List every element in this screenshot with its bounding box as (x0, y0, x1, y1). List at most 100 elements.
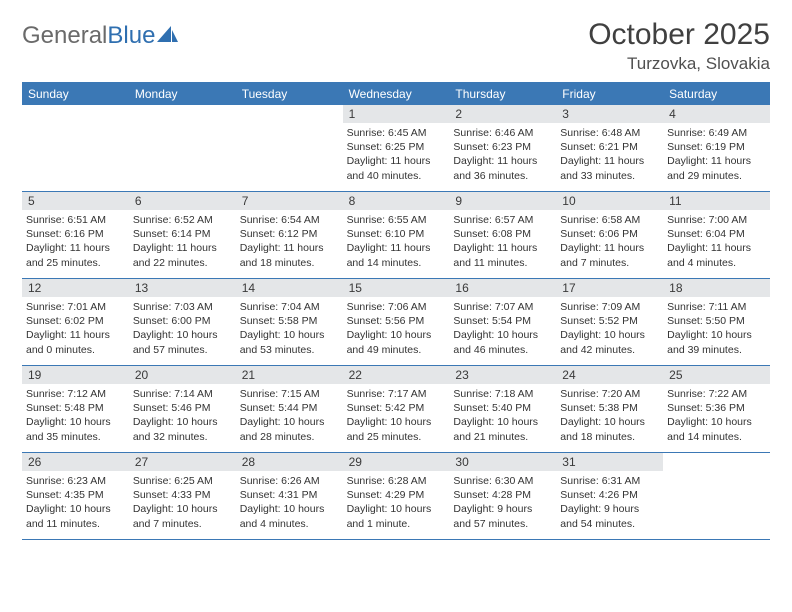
day-info: Sunrise: 7:20 AMSunset: 5:38 PMDaylight:… (560, 387, 659, 444)
calendar-day: 1Sunrise: 6:45 AMSunset: 6:25 PMDaylight… (343, 105, 450, 191)
day-number: 5 (22, 192, 129, 210)
daylight-text: Daylight: 10 hours and 49 minutes. (347, 328, 446, 356)
sunset-text: Sunset: 4:33 PM (133, 488, 232, 502)
day-info: Sunrise: 6:49 AMSunset: 6:19 PMDaylight:… (667, 126, 766, 183)
location: Turzovka, Slovakia (588, 54, 770, 74)
day-info: Sunrise: 6:54 AMSunset: 6:12 PMDaylight:… (240, 213, 339, 270)
day-number: 12 (22, 279, 129, 297)
sunrise-text: Sunrise: 7:18 AM (453, 387, 552, 401)
sunrise-text: Sunrise: 7:06 AM (347, 300, 446, 314)
sunrise-text: Sunrise: 7:11 AM (667, 300, 766, 314)
calendar: Sunday Monday Tuesday Wednesday Thursday… (22, 82, 770, 540)
day-number: 13 (129, 279, 236, 297)
calendar-day: . (236, 105, 343, 191)
calendar-day: 18 Sunrise: 7:11 AMSunset: 5:50 PMDayligh… (663, 279, 770, 365)
calendar-week: ...1Sunrise: 6:45 AMSunset: 6:25 PMDayli… (22, 105, 770, 192)
sunrise-text: Sunrise: 6:57 AM (453, 213, 552, 227)
calendar-day: . (663, 453, 770, 539)
daylight-text: Daylight: 11 hours and 25 minutes. (26, 241, 125, 269)
calendar-day: 27 Sunrise: 6:25 AMSunset: 4:33 PMDayligh… (129, 453, 236, 539)
weekday-header: Friday (556, 84, 663, 105)
daylight-text: Daylight: 11 hours and 7 minutes. (560, 241, 659, 269)
sunrise-text: Sunrise: 6:23 AM (26, 474, 125, 488)
sunset-text: Sunset: 5:44 PM (240, 401, 339, 415)
daylight-text: Daylight: 10 hours and 14 minutes. (667, 415, 766, 443)
day-number: 6 (129, 192, 236, 210)
weekday-header: Thursday (449, 84, 556, 105)
weekday-header: Tuesday (236, 84, 343, 105)
daylight-text: Daylight: 11 hours and 22 minutes. (133, 241, 232, 269)
sunrise-text: Sunrise: 6:25 AM (133, 474, 232, 488)
calendar-day: 17 Sunrise: 7:09 AMSunset: 5:52 PMDayligh… (556, 279, 663, 365)
sunrise-text: Sunrise: 6:46 AM (453, 126, 552, 140)
day-info: Sunrise: 7:07 AMSunset: 5:54 PMDaylight:… (453, 300, 552, 357)
sunrise-text: Sunrise: 7:01 AM (26, 300, 125, 314)
day-number: 17 (556, 279, 663, 297)
day-number: 9 (449, 192, 556, 210)
day-number: 14 (236, 279, 343, 297)
calendar-day: . (22, 105, 129, 191)
daylight-text: Daylight: 11 hours and 4 minutes. (667, 241, 766, 269)
sunset-text: Sunset: 4:28 PM (453, 488, 552, 502)
day-number: 29 (343, 453, 450, 471)
daylight-text: Daylight: 11 hours and 36 minutes. (453, 154, 552, 182)
daylight-text: Daylight: 11 hours and 11 minutes. (453, 241, 552, 269)
day-info: Sunrise: 7:14 AMSunset: 5:46 PMDaylight:… (133, 387, 232, 444)
sunset-text: Sunset: 6:10 PM (347, 227, 446, 241)
calendar-day: 31Sunrise: 6:31 AMSunset: 4:26 PMDayligh… (556, 453, 663, 539)
calendar-page: GeneralBlue October 2025 Turzovka, Slova… (0, 0, 792, 540)
day-number: 3 (556, 105, 663, 123)
day-info: Sunrise: 6:25 AMSunset: 4:33 PMDaylight:… (133, 474, 232, 531)
daylight-text: Daylight: 10 hours and 21 minutes. (453, 415, 552, 443)
day-number: 18 (663, 279, 770, 297)
daylight-text: Daylight: 10 hours and 42 minutes. (560, 328, 659, 356)
day-info: Sunrise: 6:55 AMSunset: 6:10 PMDaylight:… (347, 213, 446, 270)
daylight-text: Daylight: 11 hours and 14 minutes. (347, 241, 446, 269)
day-info: Sunrise: 6:57 AMSunset: 6:08 PMDaylight:… (453, 213, 552, 270)
weekday-header-row: Sunday Monday Tuesday Wednesday Thursday… (22, 84, 770, 105)
day-info: Sunrise: 6:51 AMSunset: 6:16 PMDaylight:… (26, 213, 125, 270)
day-info: Sunrise: 6:52 AMSunset: 6:14 PMDaylight:… (133, 213, 232, 270)
sunrise-text: Sunrise: 7:20 AM (560, 387, 659, 401)
weekday-header: Monday (129, 84, 236, 105)
day-info: Sunrise: 7:11 AMSunset: 5:50 PMDaylight:… (667, 300, 766, 357)
calendar-day: 16 Sunrise: 7:07 AMSunset: 5:54 PMDayligh… (449, 279, 556, 365)
daylight-text: Daylight: 10 hours and 32 minutes. (133, 415, 232, 443)
sunset-text: Sunset: 5:38 PM (560, 401, 659, 415)
sunset-text: Sunset: 6:12 PM (240, 227, 339, 241)
sunset-text: Sunset: 6:16 PM (26, 227, 125, 241)
daylight-text: Daylight: 10 hours and 7 minutes. (133, 502, 232, 530)
calendar-day: 12Sunrise: 7:01 AMSunset: 6:02 PMDayligh… (22, 279, 129, 365)
day-number: 7 (236, 192, 343, 210)
sunrise-text: Sunrise: 6:28 AM (347, 474, 446, 488)
day-info: Sunrise: 6:23 AMSunset: 4:35 PMDaylight:… (26, 474, 125, 531)
day-info: Sunrise: 6:30 AMSunset: 4:28 PMDaylight:… (453, 474, 552, 531)
day-info: Sunrise: 7:22 AMSunset: 5:36 PMDaylight:… (667, 387, 766, 444)
daylight-text: Daylight: 10 hours and 4 minutes. (240, 502, 339, 530)
day-info: Sunrise: 7:00 AMSunset: 6:04 PMDaylight:… (667, 213, 766, 270)
day-info: Sunrise: 7:15 AMSunset: 5:44 PMDaylight:… (240, 387, 339, 444)
day-number: 27 (129, 453, 236, 471)
header: GeneralBlue October 2025 Turzovka, Slova… (22, 18, 770, 74)
calendar-day: 30Sunrise: 6:30 AMSunset: 4:28 PMDayligh… (449, 453, 556, 539)
daylight-text: Daylight: 11 hours and 40 minutes. (347, 154, 446, 182)
day-number: 22 (343, 366, 450, 384)
sunrise-text: Sunrise: 6:52 AM (133, 213, 232, 227)
calendar-day: 20Sunrise: 7:14 AMSunset: 5:46 PMDayligh… (129, 366, 236, 452)
day-number: 16 (449, 279, 556, 297)
day-info: Sunrise: 7:09 AMSunset: 5:52 PMDaylight:… (560, 300, 659, 357)
title-block: October 2025 Turzovka, Slovakia (588, 18, 770, 74)
daylight-text: Daylight: 11 hours and 18 minutes. (240, 241, 339, 269)
calendar-day: 28Sunrise: 6:26 AMSunset: 4:31 PMDayligh… (236, 453, 343, 539)
calendar-week: 26Sunrise: 6:23 AMSunset: 4:35 PMDayligh… (22, 453, 770, 540)
calendar-day: 22Sunrise: 7:17 AMSunset: 5:42 PMDayligh… (343, 366, 450, 452)
calendar-day: 26Sunrise: 6:23 AMSunset: 4:35 PMDayligh… (22, 453, 129, 539)
sunset-text: Sunset: 4:29 PM (347, 488, 446, 502)
sunset-text: Sunset: 5:46 PM (133, 401, 232, 415)
calendar-week: 12Sunrise: 7:01 AMSunset: 6:02 PMDayligh… (22, 279, 770, 366)
day-info: Sunrise: 7:18 AMSunset: 5:40 PMDaylight:… (453, 387, 552, 444)
sunrise-text: Sunrise: 7:09 AM (560, 300, 659, 314)
daylight-text: Daylight: 10 hours and 57 minutes. (133, 328, 232, 356)
daylight-text: Daylight: 10 hours and 28 minutes. (240, 415, 339, 443)
sunset-text: Sunset: 5:40 PM (453, 401, 552, 415)
